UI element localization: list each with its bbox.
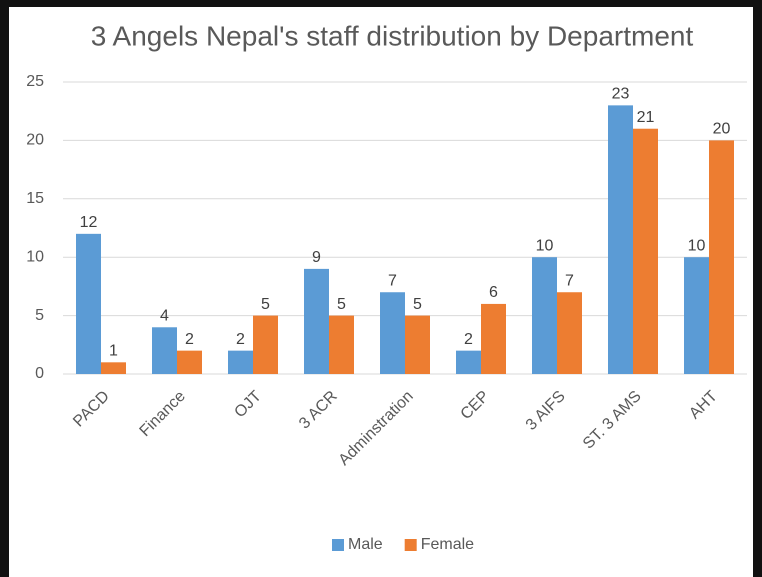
bar xyxy=(101,362,126,374)
data-label: 10 xyxy=(536,237,554,254)
bar xyxy=(76,233,101,374)
data-label: 10 xyxy=(688,237,706,254)
bar xyxy=(557,292,582,374)
frame-left xyxy=(0,0,9,577)
bar xyxy=(481,303,506,374)
bar xyxy=(177,350,202,374)
bar xyxy=(329,315,354,374)
y-tick-label: 0 xyxy=(35,365,44,382)
data-label: 20 xyxy=(713,121,731,138)
bar xyxy=(228,350,253,374)
data-label: 2 xyxy=(185,331,194,348)
bar xyxy=(405,315,430,374)
y-tick-label: 10 xyxy=(26,248,44,265)
data-label: 5 xyxy=(337,296,346,313)
y-tick-label: 5 xyxy=(35,307,44,324)
data-label: 5 xyxy=(413,296,422,313)
data-label: 23 xyxy=(612,86,630,103)
bar xyxy=(456,350,481,374)
data-label: 6 xyxy=(489,284,498,301)
data-label: 21 xyxy=(637,109,655,126)
data-label: 2 xyxy=(236,331,245,348)
data-label: 5 xyxy=(261,296,270,313)
legend-swatch xyxy=(332,539,344,551)
data-label: 1 xyxy=(109,343,118,360)
legend-label: Female xyxy=(421,536,474,553)
data-label: 2 xyxy=(464,331,473,348)
bar xyxy=(532,257,557,374)
bar xyxy=(709,140,734,374)
data-label: 7 xyxy=(388,272,397,289)
chart-title: 3 Angels Nepal's staff distribution by D… xyxy=(91,20,694,51)
bar xyxy=(304,268,329,374)
data-label: 9 xyxy=(312,249,321,266)
y-tick-label: 25 xyxy=(26,73,44,90)
legend-swatch xyxy=(404,539,417,551)
bar xyxy=(253,315,278,374)
y-tick-label: 20 xyxy=(26,132,44,149)
legend-label: Male xyxy=(348,536,383,553)
bar xyxy=(152,327,177,374)
frame-right xyxy=(753,0,762,577)
data-label: 12 xyxy=(80,214,98,231)
data-label: 7 xyxy=(565,272,574,289)
bar xyxy=(380,292,405,374)
data-label: 4 xyxy=(160,307,169,324)
bar xyxy=(608,105,633,375)
bar xyxy=(633,128,658,374)
frame-top xyxy=(0,0,762,7)
y-tick-label: 15 xyxy=(26,190,44,207)
bar xyxy=(684,257,709,374)
